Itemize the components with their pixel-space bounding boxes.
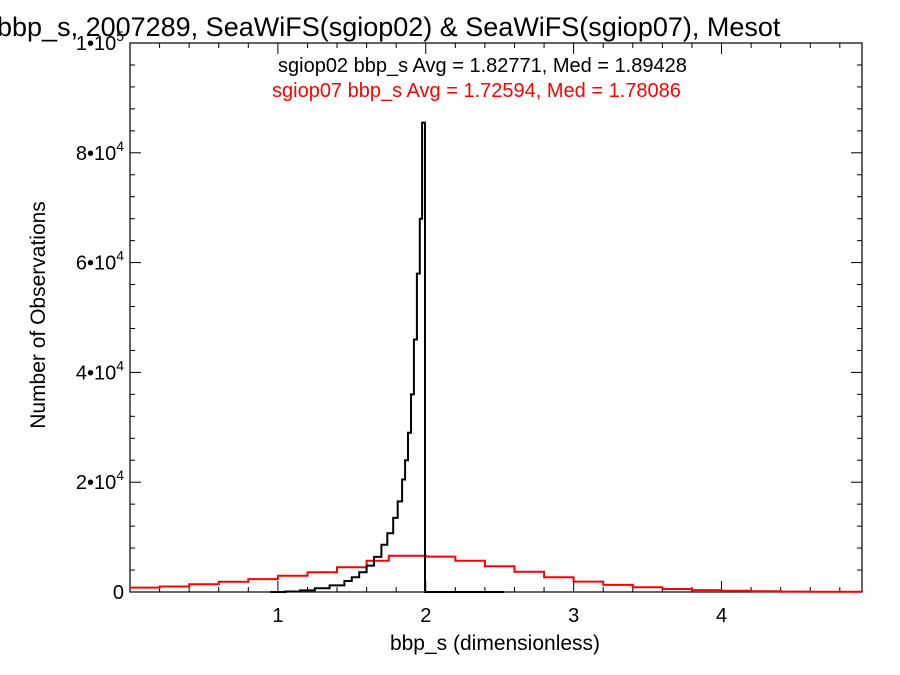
- y-tick-label: 0: [113, 582, 124, 604]
- y-tick-label: 2•104: [76, 467, 124, 494]
- y-axis-label: Number of Observations: [27, 201, 50, 429]
- chart-title: bbp_s, 2007289, SeaWiFS(sgiop02) & SeaWi…: [0, 12, 781, 42]
- x-tick-label: 2: [420, 605, 431, 627]
- x-axis-label: bbp_s (dimensionless): [390, 632, 600, 655]
- plot-area: 1 2 3 4 0 2•104 4•104 6•104 8•104 1•105: [76, 28, 863, 627]
- series-sgiop07-line: [130, 554, 863, 593]
- y-tick-label: 1•105: [76, 28, 124, 55]
- x-tick-label: 1: [272, 605, 283, 627]
- x-tick-label: 3: [568, 605, 579, 627]
- y-tick-label: 8•104: [76, 138, 124, 165]
- series-sgiop02-line: [270, 121, 505, 593]
- y-tick-label: 6•104: [76, 248, 124, 275]
- x-tick-label: 4: [716, 605, 727, 627]
- y-tick-label: 4•104: [76, 357, 124, 384]
- legend-entry-sgiop02: sgiop02 bbp_s Avg = 1.82771, Med = 1.894…: [278, 55, 687, 77]
- legend-entry-sgiop07: sgiop07 bbp_s Avg = 1.72594, Med = 1.780…: [272, 80, 681, 102]
